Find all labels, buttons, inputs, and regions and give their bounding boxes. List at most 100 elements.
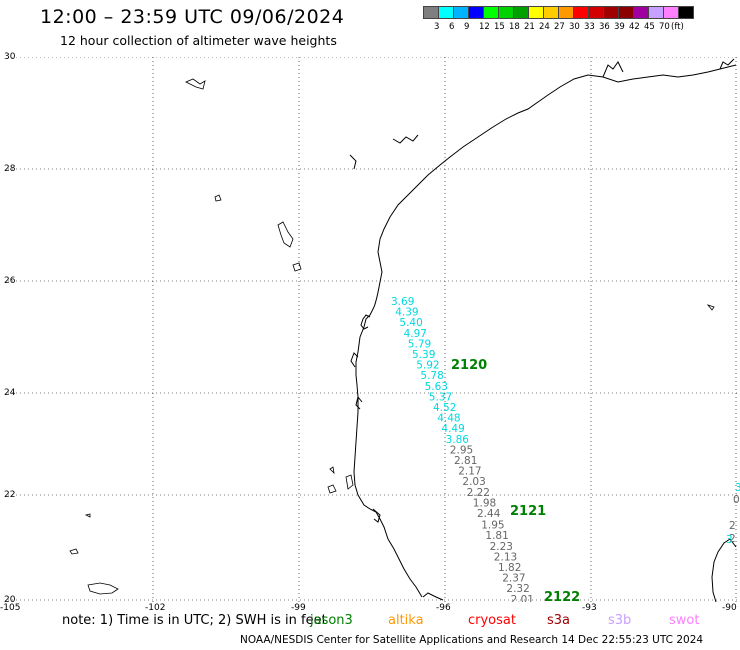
- colorbar-swatch: [573, 6, 589, 19]
- inland-water: [69, 78, 715, 595]
- coastline: [349, 58, 737, 602]
- colorbar-swatch: [558, 6, 574, 19]
- colorbar-swatch: [513, 6, 529, 19]
- swh-value: 2.81: [454, 455, 477, 467]
- colorbar-swatch: [498, 6, 514, 19]
- swh-value: 3.69: [391, 296, 414, 308]
- swh-value: 4.97: [404, 328, 427, 340]
- colorbar-label: 12: [479, 22, 490, 32]
- colorbar-swatch: [648, 6, 664, 19]
- colorbar-swatch: [528, 6, 544, 19]
- wave-height-colorbar: [423, 6, 694, 19]
- latitude-label: 28: [4, 164, 16, 174]
- swh-value: 2.01: [511, 594, 534, 602]
- track-id: 2122: [544, 590, 580, 602]
- latitude-label: 30: [4, 52, 16, 62]
- satellite-legend-item: s3b: [608, 613, 632, 628]
- swh-value: 5.92: [416, 360, 439, 372]
- credit-line: NOAA/NESDIS Center for Satellite Applica…: [240, 634, 704, 646]
- colorbar-label: 36: [599, 22, 610, 32]
- colorbar-label: 24: [539, 22, 550, 32]
- colorbar-swatch: [423, 6, 439, 19]
- map-subtitle: 12 hour collection of altimeter wave hei…: [60, 33, 337, 48]
- colorbar-label: 39: [614, 22, 625, 32]
- colorbar-swatch: [468, 6, 484, 19]
- track-id: 2121: [510, 504, 546, 519]
- colorbar-swatch: [603, 6, 619, 19]
- colorbar-label: 9: [464, 22, 470, 32]
- colorbar-label: 18: [509, 22, 520, 32]
- swh-value: 1.98: [473, 497, 496, 509]
- swh-labels: 3.694.395.404.975.795.395.925.785.635.37…: [391, 296, 534, 602]
- colorbar-label: 70: [659, 22, 670, 32]
- longitude-label: -99: [291, 603, 306, 613]
- edge-swh-value: 0: [733, 494, 740, 506]
- swh-value: 2.44: [477, 508, 501, 520]
- satellite-legend-item: s3a: [547, 613, 571, 628]
- colorbar-label: 45: [644, 22, 655, 32]
- satellite-legend-item: cryosat: [468, 613, 516, 628]
- colorbar-label: 6: [449, 22, 455, 32]
- swh-value: 2.13: [494, 551, 517, 563]
- longitude-label: -96: [436, 603, 451, 613]
- map-grid: [8, 57, 740, 602]
- swh-value: 2.22: [467, 487, 490, 499]
- map-canvas: 3.694.395.404.975.795.395.925.785.635.37…: [8, 57, 740, 602]
- swh-value: 4.48: [437, 413, 460, 425]
- edge-swh-value: 3: [726, 534, 733, 546]
- colorbar-swatch: [618, 6, 634, 19]
- colorbar-label: 21: [524, 22, 535, 32]
- track-labels: 2120 2121 2122: [451, 358, 580, 602]
- longitude-label: -105: [0, 603, 21, 613]
- swh-value: 2.17: [458, 466, 481, 478]
- longitude-label: -102: [145, 603, 166, 613]
- colorbar-swatch: [678, 6, 694, 19]
- swh-value: 3.86: [446, 434, 470, 446]
- satellite-legend-item: altika: [388, 613, 424, 628]
- colorbar-swatch: [588, 6, 604, 19]
- satellite-legend-item: swot: [669, 613, 700, 628]
- swh-value: 2.32: [506, 583, 529, 595]
- swh-value: 1.82: [498, 562, 521, 574]
- swh-value: 4.49: [441, 423, 464, 435]
- satellite-legend-item: jason3: [310, 613, 353, 628]
- colorbar-swatch: [663, 6, 679, 19]
- longitude-label: -90: [722, 603, 737, 613]
- colorbar-label: 30: [569, 22, 580, 32]
- swh-value: 5.79: [408, 338, 431, 350]
- swh-value: 5.63: [425, 381, 448, 393]
- colorbar-swatch: [633, 6, 649, 19]
- colorbar-swatch: [483, 6, 499, 19]
- swh-value: 5.40: [399, 317, 422, 329]
- swh-value: 5.37: [429, 391, 452, 403]
- swh-value: 4.52: [433, 402, 456, 414]
- swh-value: 2.37: [502, 573, 525, 585]
- colorbar-swatch: [453, 6, 469, 19]
- swh-value: 2.95: [450, 444, 473, 456]
- swh-value: 5.78: [420, 370, 443, 382]
- swh-value: 1.81: [485, 530, 508, 542]
- swh-value: 5.39: [412, 349, 435, 361]
- edge-swh-value: 3: [735, 482, 740, 494]
- swh-value: 2.03: [462, 476, 485, 488]
- edge-swh-value: 2: [729, 533, 736, 545]
- colorbar-label: 27: [554, 22, 565, 32]
- edge-swh-value: 2: [729, 520, 736, 532]
- colorbar-swatch: [438, 6, 454, 19]
- colorbar-label: 33: [584, 22, 595, 32]
- colorbar-label: 15: [494, 22, 505, 32]
- latitude-label: 26: [4, 276, 16, 286]
- track-id: 2120: [451, 358, 487, 373]
- latitude-label: 22: [4, 490, 16, 500]
- colorbar-label: 42: [629, 22, 640, 32]
- map-title: 12:00 – 23:59 UTC 09/06/2024: [40, 6, 345, 28]
- colorbar-swatch: [543, 6, 559, 19]
- footnote: note: 1) Time is in UTC; 2) SWH is in fe…: [62, 613, 327, 628]
- swh-value: 2.23: [490, 541, 513, 553]
- latitude-label: 24: [4, 388, 16, 398]
- colorbar-label: 3: [434, 22, 440, 32]
- swh-value: 1.95: [481, 520, 504, 532]
- longitude-label: -93: [582, 603, 597, 613]
- latitude-label: 20: [4, 595, 16, 605]
